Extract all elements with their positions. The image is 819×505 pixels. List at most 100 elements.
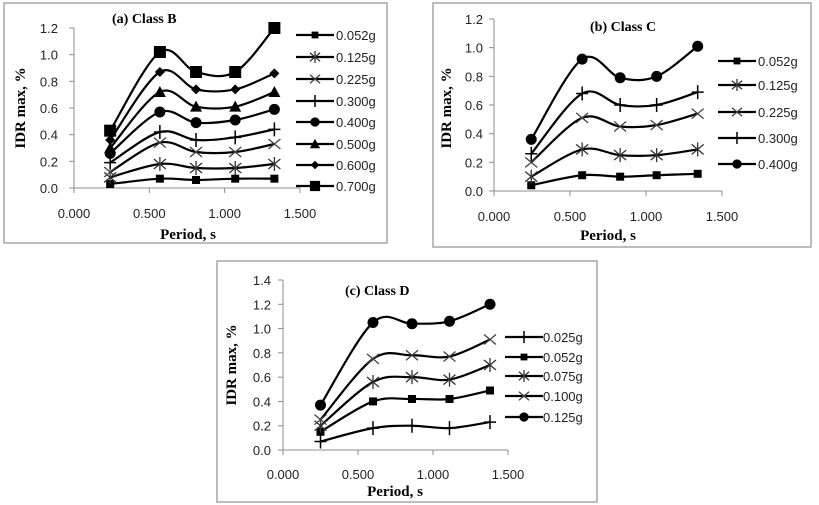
data-point [444,315,455,327]
data-point [691,142,705,157]
legend-marker [310,117,320,127]
data-point [104,124,117,137]
data-point [270,174,279,183]
data-point [484,415,496,430]
legend-marker [309,51,321,63]
x-tick-label: 0.500 [342,467,375,482]
data-point [691,85,704,100]
data-point [576,86,589,101]
legend-marker [309,74,321,84]
x-tick-label: 0.000 [478,209,511,224]
series-0.125g [315,298,496,411]
data-point [190,133,203,147]
y-tick-label: 0.8 [40,74,58,89]
data-point [650,148,664,163]
y-tick-label: 1.0 [465,41,483,56]
y-axis-title: IDR max, % [224,324,240,405]
data-point [614,72,626,84]
legend-label: 0.225g [758,105,798,120]
data-point [268,103,280,115]
legend-marker [310,160,320,170]
legend-marker [309,180,321,192]
x-tick-label: 1.000 [630,209,663,224]
data-point [104,142,117,153]
legend-label: 0.700g [336,179,376,194]
y-tick-label: 0.4 [40,128,58,143]
data-point [367,317,379,328]
data-point [314,434,327,449]
legend-marker [309,95,321,107]
data-point [103,166,117,178]
series-0.075g [314,358,497,433]
data-point [189,161,203,175]
data-point [614,98,627,112]
y-tick-label: 1.2 [40,21,58,36]
data-point [650,119,664,131]
data-point [486,386,494,395]
series-0.100g [314,334,497,426]
data-point [613,121,627,132]
data-point [230,84,241,95]
legend-item: 0.500g [296,137,376,152]
legend-marker [518,331,530,343]
series-0.500g [104,86,281,153]
x-axis-title: Period, s [367,484,423,500]
data-point [369,397,377,406]
series-0.225g [103,137,281,178]
legend-item: 0.300g [296,94,376,109]
legend-label: 0.225g [336,72,376,87]
data-point [229,114,241,126]
data-point [267,138,281,150]
chart-class-d: (c) Class D Period, s IDR max, % 0.00.20… [216,260,598,503]
legend-item: 0.052g [505,350,583,365]
legend-label: 0.025g [543,330,583,345]
legend-label: 0.500g [336,137,376,152]
chart-class-b: (a) Class B Period, s IDR max, % 0.00.20… [3,2,388,244]
x-tick-label: 1.500 [284,206,317,221]
data-point [153,157,167,171]
legend-item: 0.125g [296,50,376,65]
data-point [153,86,166,97]
chart-class-c: (b) Class C Period, s IDR max, % 0.00.20… [432,2,812,248]
data-point [616,172,625,181]
chart-title: (a) Class B [112,12,177,27]
series-0.125g [103,157,281,185]
legend-label: 0.125g [336,50,376,65]
legend-marker [311,31,319,39]
legend-marker [520,353,528,361]
legend-item: 0.025g [505,330,583,345]
legend-item: 0.125g [718,78,798,93]
data-point [484,298,496,310]
series-0.225g [524,108,705,168]
legend-item: 0.125g [505,410,583,425]
data-point [105,135,116,145]
y-tick-label: 0.2 [465,155,483,170]
legend-label: 0.300g [336,94,376,109]
data-point [445,395,454,403]
series-0.025g [314,415,496,449]
legend-label: 0.600g [336,158,376,173]
legend-item: 0.300g [718,131,798,146]
legend-item: 0.400g [718,157,798,172]
y-tick-label: 0.0 [40,181,58,196]
data-point [269,68,280,79]
y-axis-title: IDR max, % [13,67,29,148]
legend-label: 0.100g [543,389,583,404]
data-point [191,84,202,95]
legend-marker [733,57,741,65]
data-point [190,100,203,112]
plot-area: 0.0 0.2 0.4 0.6 0.8 1.0 1.2 1.4 0.000 0.500 1.000 1… [253,273,524,482]
legend: 0.052g 0.125g 0.225g 0.300g 0.400g [718,54,798,172]
data-point [268,86,281,97]
y-tick-label: 0.8 [465,69,483,84]
plot-area: 0.0 0.2 0.4 0.6 0.8 1.0 1.2 0.000 0.500 1.000 1.50… [465,12,738,224]
data-point [228,161,242,175]
y-tick-label: 0.0 [253,443,271,458]
x-tick-label: 0.500 [133,206,166,221]
x-tick-label: 1.500 [706,209,739,224]
series-0.400g [104,103,280,159]
y-tick-label: 0.2 [40,154,58,169]
data-point [153,46,166,58]
legend-label: 0.052g [543,350,583,365]
data-point [405,349,419,361]
